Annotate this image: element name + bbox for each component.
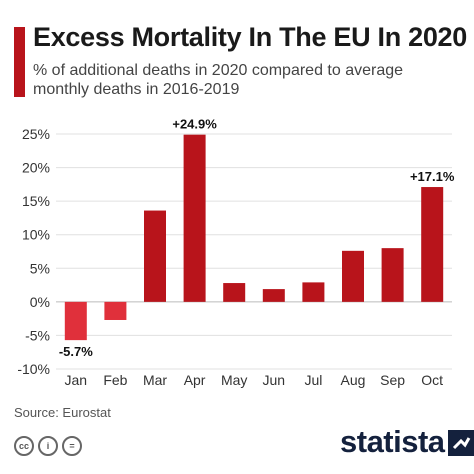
creative-commons-icon[interactable]: cc (14, 436, 34, 456)
license-icons: cc i = (14, 436, 82, 456)
x-tick-label: Sep (380, 372, 405, 388)
bar-feb (104, 301, 127, 320)
y-tick-label: 20% (22, 160, 50, 176)
x-tick-label: Jan (65, 372, 88, 388)
no-derivatives-icon[interactable]: = (62, 436, 82, 456)
y-tick-label: 10% (22, 227, 50, 243)
data-label: +17.1% (410, 169, 455, 184)
chart-subtitle: % of additional deaths in 2020 compared … (33, 62, 404, 98)
statista-logo-text: statista (340, 424, 445, 459)
x-tick-label: Aug (341, 372, 366, 388)
source-note: Source: Eurostat (14, 405, 111, 420)
y-tick-label: 15% (22, 193, 50, 209)
y-tick-label: 0% (30, 294, 50, 310)
x-tick-label: Mar (143, 372, 167, 388)
y-tick-label: -10% (17, 361, 50, 377)
x-tick-label: Feb (103, 372, 127, 388)
bar-jan (64, 301, 87, 341)
bar-jun (262, 289, 285, 302)
y-tick-label: 5% (30, 260, 50, 276)
bar-aug (342, 250, 364, 302)
bar-jul (302, 282, 325, 302)
x-tick-label: Jun (263, 372, 286, 388)
chart-title: Excess Mortality In The EU In 2020 (33, 22, 467, 52)
bar-oct (421, 187, 444, 302)
statista-logo[interactable]: statista (340, 424, 474, 460)
title-accent-bar (14, 27, 25, 97)
y-tick-label: 25% (22, 126, 50, 142)
x-tick-label: Jul (304, 372, 322, 388)
attribution-icon[interactable]: i (38, 436, 58, 456)
x-tick-label: Oct (421, 372, 443, 388)
bar-sep (381, 248, 404, 302)
data-label: +24.9% (172, 117, 217, 132)
bar-apr (183, 134, 206, 302)
statista-logo-mark (447, 430, 474, 456)
data-label: -5.7% (59, 344, 93, 359)
bar-may (223, 283, 246, 302)
bar-mar (144, 210, 166, 302)
y-tick-label: -5% (25, 327, 50, 343)
x-tick-label: May (221, 372, 247, 388)
x-tick-label: Apr (184, 372, 206, 388)
